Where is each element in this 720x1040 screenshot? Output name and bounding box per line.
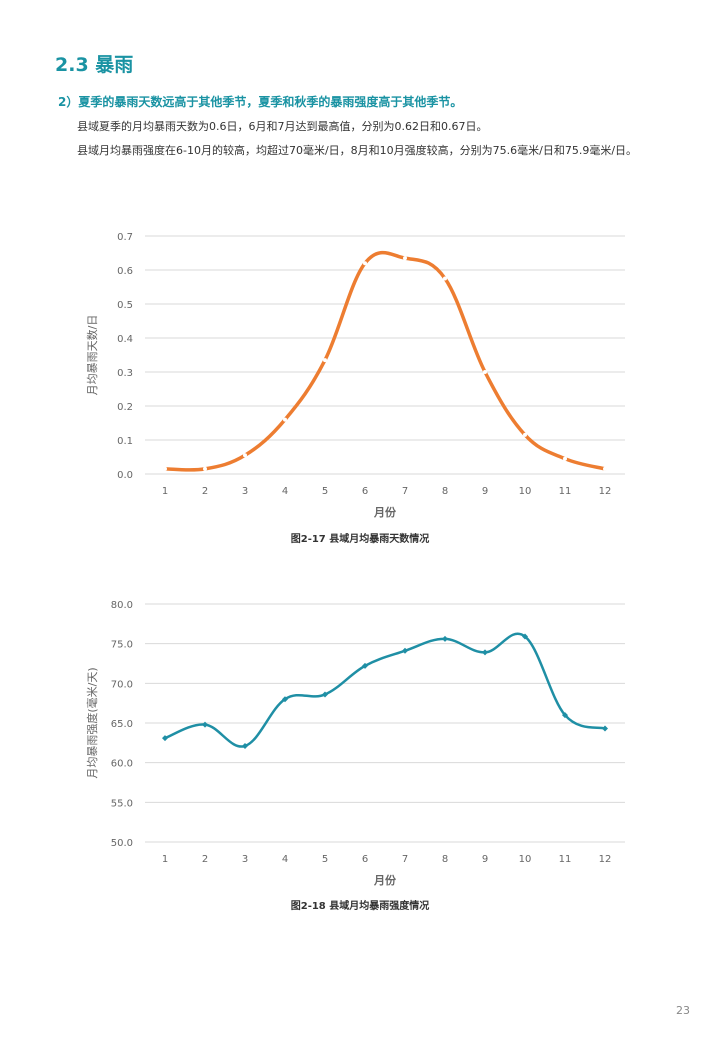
data-point [202,721,208,728]
data-point [203,466,207,471]
x-tick-label: 7 [402,854,408,865]
x-axis-label: 月份 [373,505,397,519]
y-tick-label: 0.1 [117,436,133,447]
y-tick-label: 0.4 [117,334,133,345]
x-tick-label: 12 [599,854,612,865]
x-tick-label: 2 [202,486,208,497]
data-point [402,647,408,654]
y-tick-label: 60.0 [111,759,133,770]
rainstorm-days-chart: 0.00.10.20.30.40.50.60.71 2 3 4 5 6 7 8 9 10 11 12月… [86,232,625,519]
rainstorm-intensity-chart: 50.055.060.065.070.075.080.01 2 3 4 5 6 7 8 9 10 1… [85,600,625,887]
x-tick-label: 12 [599,486,612,497]
x-tick-label: 1 [162,854,168,865]
data-point [562,712,568,719]
x-tick-label: 8 [442,486,448,497]
data-point [563,456,567,461]
x-tick-label: 6 [362,486,368,497]
data-point [482,649,488,656]
paragraph-2: 县域月均暴雨强度在6-10月的较高，均超过70毫米/日，8月和10月强度较高，分… [77,144,638,157]
y-tick-label: 50.0 [111,838,133,849]
x-tick-label: 2 [202,854,208,865]
series-line [163,250,607,472]
subheading: 2）夏季的暴雨天数远高于其他季节，夏季和秋季的暴雨强度高于其他季节。 [58,95,463,109]
y-tick-label: 0.6 [117,266,133,277]
data-point [523,432,527,437]
y-tick-label: 80.0 [111,600,133,611]
y-tick-label: 75.0 [111,640,133,651]
x-tick-label: 3 [242,854,248,865]
data-point [443,276,447,281]
figure-caption-2-18: 图2-18 县域月均暴雨强度情况 [290,901,430,912]
x-tick-label: 11 [559,854,572,865]
data-point [602,725,608,732]
data-point [363,261,367,266]
y-tick-label: 0.3 [117,368,133,379]
data-point [282,696,288,703]
y-tick-label: 0.7 [117,232,133,243]
y-axis-label: 月均暴雨强度(毫米/天) [85,667,99,778]
data-point [283,417,287,422]
y-tick-label: 65.0 [111,719,133,730]
y-tick-label: 55.0 [111,798,133,809]
x-tick-label: 11 [559,486,572,497]
x-tick-label: 6 [362,854,368,865]
data-point [323,358,327,363]
x-tick-label: 5 [322,486,328,497]
x-tick-label: 7 [402,486,408,497]
page-number: 23 [676,1004,690,1017]
data-point [442,635,448,642]
series-line [163,632,607,748]
data-point [243,453,247,458]
x-tick-label: 4 [282,854,288,865]
data-point [403,256,407,261]
paragraph-1: 县域夏季的月均暴雨天数为0.6日，6月和7月达到最高值，分别为0.62日和0.6… [77,120,488,133]
section-title: 2.3 暴雨 [55,54,134,76]
y-tick-label: 70.0 [111,679,133,690]
data-point [162,735,168,742]
x-tick-label: 10 [519,486,532,497]
x-tick-label: 9 [482,486,488,497]
x-tick-label: 4 [282,486,288,497]
data-point [362,662,368,669]
x-tick-label: 5 [322,854,328,865]
data-point [322,691,328,698]
x-tick-label: 1 [162,486,168,497]
data-point [483,370,487,374]
data-point [603,466,607,471]
x-axis-label: 月份 [373,873,397,887]
y-tick-label: 0.5 [117,300,133,311]
x-tick-label: 8 [442,854,448,865]
y-axis-label: 月均暴雨天数/日 [86,315,99,396]
x-tick-label: 10 [519,854,532,865]
x-tick-label: 3 [242,486,248,497]
data-point [163,466,167,471]
x-tick-label: 9 [482,854,488,865]
y-tick-label: 0.2 [117,402,133,413]
y-tick-label: 0.0 [117,470,133,481]
data-point [242,743,248,750]
figure-caption-2-17: 图2-17 县域月均暴雨天数情况 [290,534,430,545]
data-point [522,633,528,640]
